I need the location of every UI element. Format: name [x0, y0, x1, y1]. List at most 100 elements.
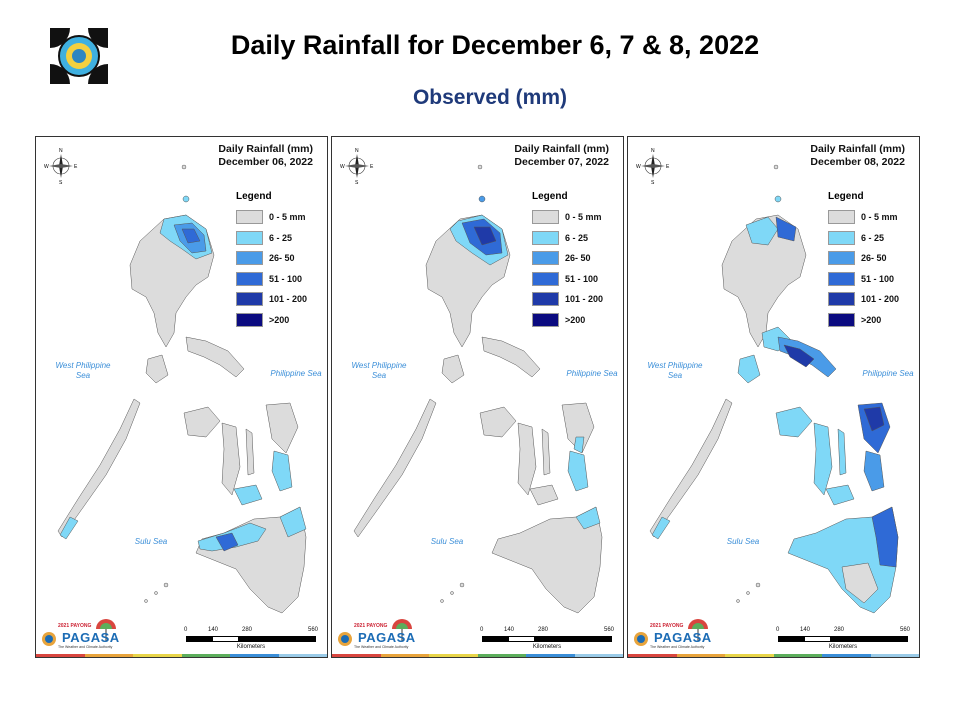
region-samar-core — [863, 406, 885, 432]
legend-swatch — [236, 210, 263, 224]
region-leyte — [567, 450, 589, 492]
legend-label: 0 - 5 mm — [269, 212, 306, 222]
legend-item: >200 — [828, 312, 914, 327]
pagasa-badge-icon — [42, 619, 116, 646]
compass-n: N — [59, 148, 63, 154]
scale-unit: Kilometers — [532, 644, 562, 650]
brand-top: 2021 PAYONG — [58, 623, 92, 629]
brand-name: PAGASA — [654, 630, 712, 645]
compass-e: E — [370, 164, 374, 170]
legend-swatch — [828, 271, 855, 286]
compass-rose-icon: N S W E — [44, 145, 78, 186]
region-caraga-heavy — [871, 506, 899, 568]
legend-swatch — [236, 292, 263, 307]
sulu-island — [154, 591, 158, 595]
region-palawan — [353, 398, 437, 538]
region-bohol — [529, 484, 559, 506]
region-cebu — [837, 428, 847, 476]
panel-date: December 07, 2022 — [514, 156, 609, 168]
batanes-island — [181, 164, 187, 170]
panel-heading: Daily Rainfall (mm) — [514, 143, 609, 155]
legend-item: 6 - 25 — [532, 230, 618, 245]
legend-item: 101 - 200 — [532, 292, 618, 307]
sulu-island — [459, 582, 465, 588]
scale-tick: 280 — [834, 627, 845, 633]
legend-title: Legend — [532, 191, 568, 202]
compass-e: E — [666, 164, 670, 170]
brand-name: PAGASA — [358, 630, 416, 645]
legend-label: 51 - 100 — [269, 273, 303, 284]
legend-swatch — [828, 312, 855, 327]
region-north-luzon-core — [473, 226, 497, 246]
legend-swatch — [828, 230, 855, 245]
legend-item: 0 - 5 mm — [236, 210, 322, 224]
legend-label: >200 — [269, 314, 290, 325]
region-cebu — [245, 428, 255, 476]
page-subtitle: Observed (mm) — [412, 86, 568, 109]
legend-swatch — [828, 251, 855, 266]
legend-label: >200 — [565, 314, 586, 325]
legend-item: 26- 50 — [532, 251, 618, 266]
sulu-island — [755, 582, 761, 588]
legend-label: 0 - 5 mm — [565, 212, 602, 222]
compass-s: S — [651, 180, 655, 185]
brand-tagline: The Weather and Climate Authority — [58, 645, 113, 649]
scale-bar: 0 140 280 560 Kilometers — [480, 627, 614, 650]
region-palawan-south-rain — [651, 516, 671, 540]
legend-swatch — [532, 230, 559, 245]
region-mindoro — [737, 354, 761, 384]
compass-s: S — [355, 180, 359, 185]
legend-swatch — [236, 312, 263, 327]
region-bicol — [481, 336, 541, 378]
compass-w: W — [340, 164, 345, 170]
compass-w: W — [636, 164, 641, 170]
compass-rose-icon: N S W E — [636, 145, 670, 186]
sea-label-sulu: Sulu Sea — [430, 537, 464, 546]
region-negros — [813, 422, 833, 496]
sea-label-west: West Philippine Sea — [351, 361, 407, 380]
legend-title: Legend — [828, 191, 864, 202]
pagasa-branding: 2021 PAYONG PAGASA The Weather and Clima… — [40, 615, 120, 651]
legend-label: 101 - 200 — [861, 294, 900, 305]
sea-label-sulu: Sulu Sea — [726, 537, 760, 546]
brand-top: 2021 PAYONG — [650, 623, 684, 629]
compass-e: E — [74, 164, 78, 170]
scale-bar: 0 140 280 560 Kilometers — [776, 627, 911, 650]
batanes-island — [773, 164, 779, 170]
brand-tagline: The Weather and Climate Authority — [650, 645, 705, 649]
scale-tick: 560 — [900, 627, 911, 633]
legend-item: 0 - 5 mm — [828, 210, 914, 224]
brand-name: PAGASA — [62, 630, 120, 645]
scale-unit: Kilometers — [236, 644, 266, 650]
region-negros — [517, 422, 537, 496]
region-mindanao-heavy — [215, 532, 239, 552]
sea-label-philippine: Philippine Sea — [862, 369, 914, 378]
region-palawan-south-rain — [59, 516, 79, 540]
legend-label: 101 - 200 — [269, 294, 308, 305]
region-leyte — [863, 450, 885, 492]
scale-tick: 0 — [184, 627, 188, 633]
sulu-island — [450, 591, 454, 595]
region-negros — [221, 422, 241, 496]
legend-label: 6 - 25 — [861, 232, 885, 243]
region-leyte — [271, 450, 293, 492]
legend-item: 6 - 25 — [828, 230, 914, 245]
compass-n: N — [355, 148, 359, 154]
region-palawan — [57, 398, 141, 538]
legend-label: 6 - 25 — [269, 232, 293, 243]
babuyan-island — [774, 195, 782, 203]
panel-date: December 08, 2022 — [810, 156, 905, 168]
legend-swatch — [532, 210, 559, 224]
region-caraga-rain — [575, 506, 601, 530]
region-mindoro — [145, 354, 169, 384]
legend: Legend 0 - 5 mm 6 - 25 26- 50 — [236, 191, 322, 334]
legend-item: 51 - 100 — [236, 271, 322, 286]
region-north-luzon-core — [181, 228, 201, 244]
legend-label: 51 - 100 — [861, 273, 895, 284]
region-cebu — [541, 428, 551, 476]
sea-label-west: West Philippine Sea — [647, 361, 703, 380]
scale-bar: 0 140 280 560 Kilometers — [184, 627, 318, 650]
brand-top: 2021 PAYONG — [354, 623, 388, 629]
scale-tick: 140 — [800, 627, 811, 633]
legend-label: 26- 50 — [861, 253, 887, 264]
